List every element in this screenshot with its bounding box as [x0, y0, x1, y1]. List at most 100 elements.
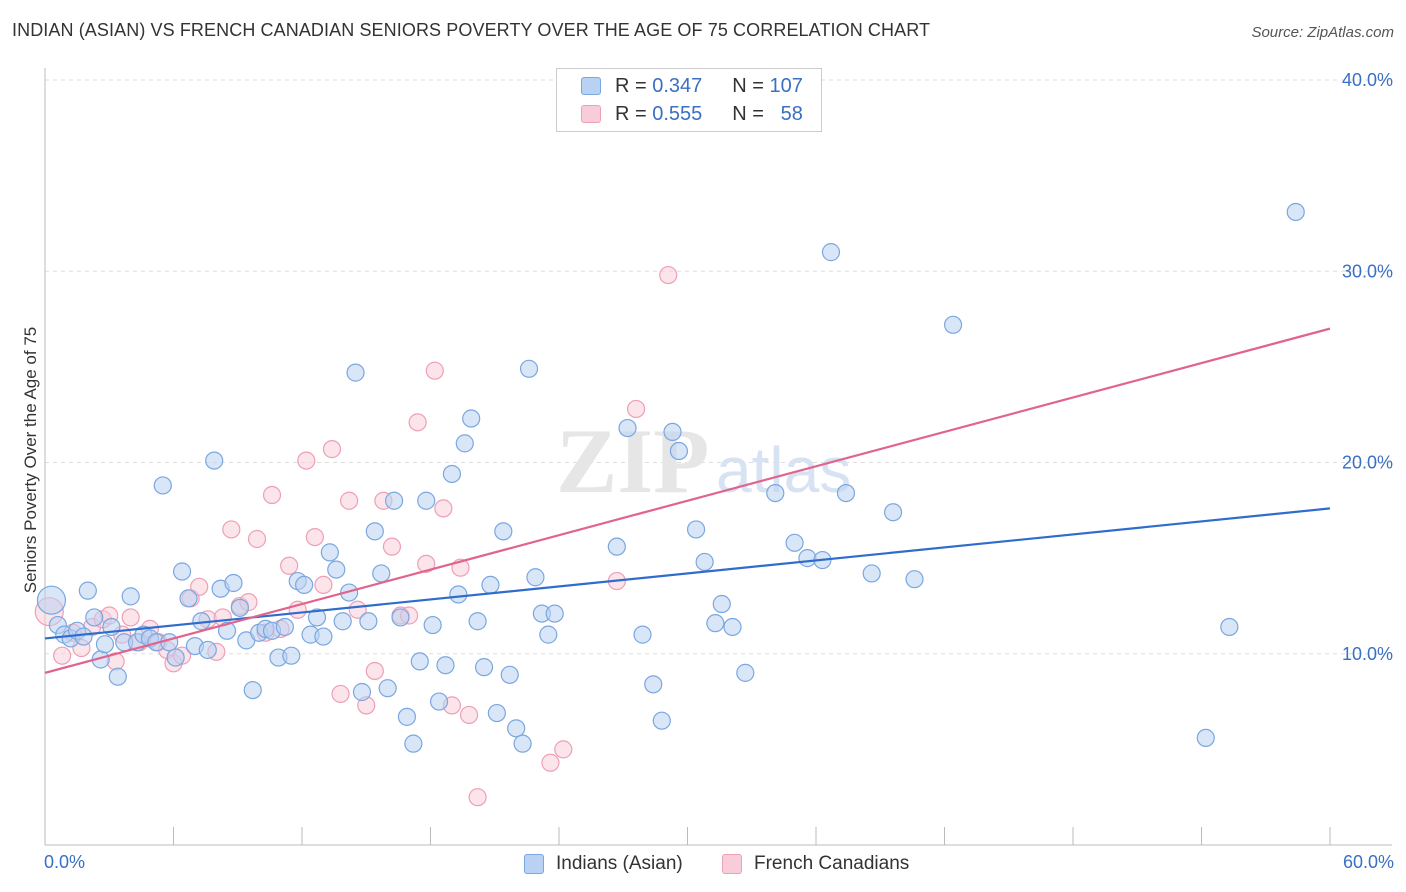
- data-point: [95, 635, 115, 654]
- data-point: [669, 441, 689, 461]
- data-point: [331, 684, 350, 704]
- data-point: [663, 422, 682, 441]
- legend-swatch-blue: [524, 854, 544, 874]
- data-point: [382, 537, 402, 556]
- data-point: [462, 409, 481, 428]
- data-point: [262, 485, 282, 505]
- data-point: [785, 533, 804, 552]
- y-tick-label: 20.0%: [1342, 453, 1393, 473]
- data-point: [695, 552, 714, 572]
- data-point: [618, 418, 637, 438]
- series-indians-asian: [36, 202, 1305, 753]
- data-point: [706, 614, 725, 633]
- data-point: [943, 315, 963, 334]
- data-point: [652, 711, 671, 730]
- data-point: [295, 575, 314, 595]
- data-point: [222, 520, 241, 539]
- data-point: [905, 570, 924, 589]
- data-point: [429, 692, 449, 711]
- data-point: [340, 491, 359, 510]
- data-point: [85, 608, 104, 627]
- n-value: 58: [780, 102, 803, 125]
- data-point: [36, 585, 67, 615]
- stats-legend: R = 0.347 N = 107 R = 0.555 N = 58: [556, 68, 822, 132]
- data-point: [384, 491, 404, 510]
- data-point: [474, 658, 494, 677]
- data-point: [205, 451, 224, 470]
- stats-row-indians: R = 0.347 N = 107: [581, 73, 803, 99]
- n-label: N =: [732, 74, 764, 97]
- data-point: [644, 675, 663, 694]
- data-point: [198, 640, 217, 660]
- legend-swatch-pink: [581, 105, 601, 123]
- data-point: [659, 265, 678, 285]
- data-point: [736, 663, 755, 682]
- data-point: [352, 682, 372, 702]
- data-point: [449, 585, 468, 604]
- r-label: R =: [615, 74, 647, 97]
- data-point: [121, 608, 140, 627]
- y-tick-labels: 10.0% 20.0% 30.0% 40.0%: [1342, 70, 1393, 664]
- data-point: [633, 625, 652, 644]
- data-point: [166, 648, 185, 667]
- data-point: [365, 661, 384, 681]
- data-point: [305, 527, 324, 547]
- data-point: [74, 627, 93, 646]
- data-point: [423, 615, 442, 635]
- data-point: [280, 556, 299, 575]
- chart-title: INDIAN (ASIAN) VS FRENCH CANADIAN SENIOR…: [12, 20, 931, 40]
- data-point: [798, 549, 817, 568]
- legend-item-french-canadians[interactable]: French Canadians: [722, 850, 909, 878]
- data-point: [297, 451, 316, 470]
- data-point: [1286, 202, 1305, 222]
- legend-label: Indians (Asian): [556, 853, 683, 874]
- r-value: 0.555: [652, 102, 703, 125]
- data-point: [434, 499, 453, 518]
- data-point: [224, 573, 243, 593]
- data-point: [121, 587, 140, 606]
- data-point: [686, 520, 706, 539]
- grid-lines: [45, 79, 1392, 655]
- data-point: [322, 440, 342, 459]
- data-point: [372, 564, 391, 583]
- y-tick-label: 30.0%: [1342, 261, 1393, 281]
- data-point: [500, 665, 519, 684]
- r-value: 0.347: [652, 74, 703, 97]
- data-point: [455, 434, 474, 453]
- trend-line: [44, 507, 1331, 640]
- data-point: [436, 656, 455, 675]
- data-point: [359, 612, 378, 631]
- data-point: [320, 543, 339, 562]
- source-label: Source: ZipAtlas.com: [1251, 24, 1394, 41]
- data-point: [190, 577, 209, 596]
- data-point: [275, 617, 294, 637]
- data-point: [397, 707, 417, 726]
- data-point: [712, 594, 731, 614]
- data-point: [468, 612, 487, 631]
- data-point: [391, 608, 410, 627]
- data-point: [153, 476, 172, 495]
- data-point: [417, 491, 436, 510]
- data-point: [481, 575, 500, 595]
- data-point: [408, 413, 427, 432]
- stats-row-french-canadians: R = 0.555 N = 58: [581, 101, 803, 127]
- axes: [44, 68, 1392, 846]
- data-point: [1196, 728, 1215, 748]
- data-point: [821, 243, 841, 262]
- data-point: [365, 522, 384, 541]
- data-point: [378, 679, 397, 698]
- data-point: [314, 627, 333, 646]
- legend-swatch-blue: [581, 77, 601, 95]
- x-tick-label-max: 60.0%: [1342, 852, 1394, 872]
- data-point: [507, 719, 526, 738]
- data-point: [230, 598, 249, 617]
- data-point: [1220, 617, 1239, 637]
- legend-swatch-pink: [722, 854, 742, 874]
- n-label: N =: [732, 102, 764, 125]
- legend-item-indians[interactable]: Indians (Asian): [524, 850, 683, 878]
- data-point: [468, 788, 487, 807]
- data-point: [172, 562, 192, 581]
- data-point: [519, 359, 539, 378]
- data-point: [282, 646, 301, 665]
